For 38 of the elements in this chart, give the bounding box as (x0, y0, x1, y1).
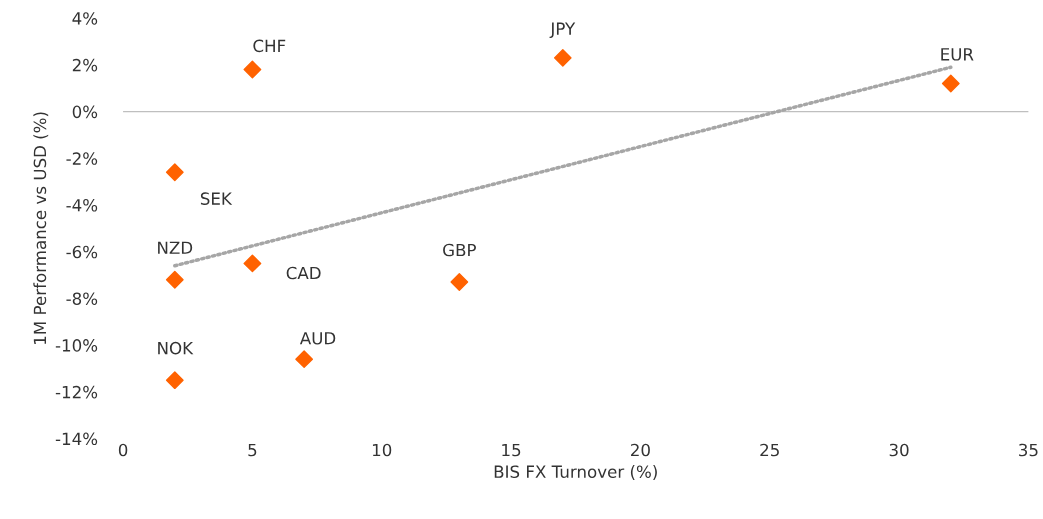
point (553, 48, 572, 67)
x-tick-label: 20 (631, 443, 650, 457)
annotation: CAD (286, 266, 321, 280)
x-tick-label: 10 (372, 443, 392, 457)
y-tick-label: 0% (72, 105, 98, 119)
y-tick-label: -4% (66, 198, 98, 212)
y-tick-label: -10% (55, 339, 98, 352)
point (450, 273, 469, 291)
x-tick-label: 25 (760, 443, 779, 457)
annotation: NZD (158, 241, 193, 254)
point (165, 371, 184, 390)
x-tick-label: 30 (889, 443, 909, 457)
x-tick-label: 35 (1019, 443, 1038, 457)
y-tick-label: -14% (55, 432, 98, 446)
annotation: NOK (158, 341, 194, 355)
annotation: AUD (299, 332, 336, 345)
x-axis-title: BIS FX Turnover (%) (494, 465, 657, 480)
annotation: EUR (941, 48, 974, 61)
y-tick-label: -6% (66, 245, 98, 259)
annotation: JPY (549, 22, 576, 39)
x-tick-label: 5 (248, 443, 257, 457)
point (243, 60, 262, 79)
y-tick-label: -12% (55, 385, 98, 399)
point (165, 270, 184, 289)
point (243, 254, 262, 273)
x-tick-label: 0 (118, 443, 128, 457)
x-tick-label: 15 (502, 443, 521, 457)
y-tick-label: -8% (66, 292, 98, 305)
annotation: GBP (443, 243, 476, 257)
y-axis-title: 1M Performance vs USD (%) (33, 112, 49, 344)
y-tick-label: 2% (72, 58, 98, 72)
y-tick-label: -2% (66, 152, 98, 165)
point (165, 163, 184, 182)
point (295, 350, 314, 369)
y-tick-label: 4% (72, 12, 98, 25)
annotation: SEK (200, 192, 233, 205)
point (941, 74, 960, 93)
annotation: CHF (253, 39, 286, 53)
